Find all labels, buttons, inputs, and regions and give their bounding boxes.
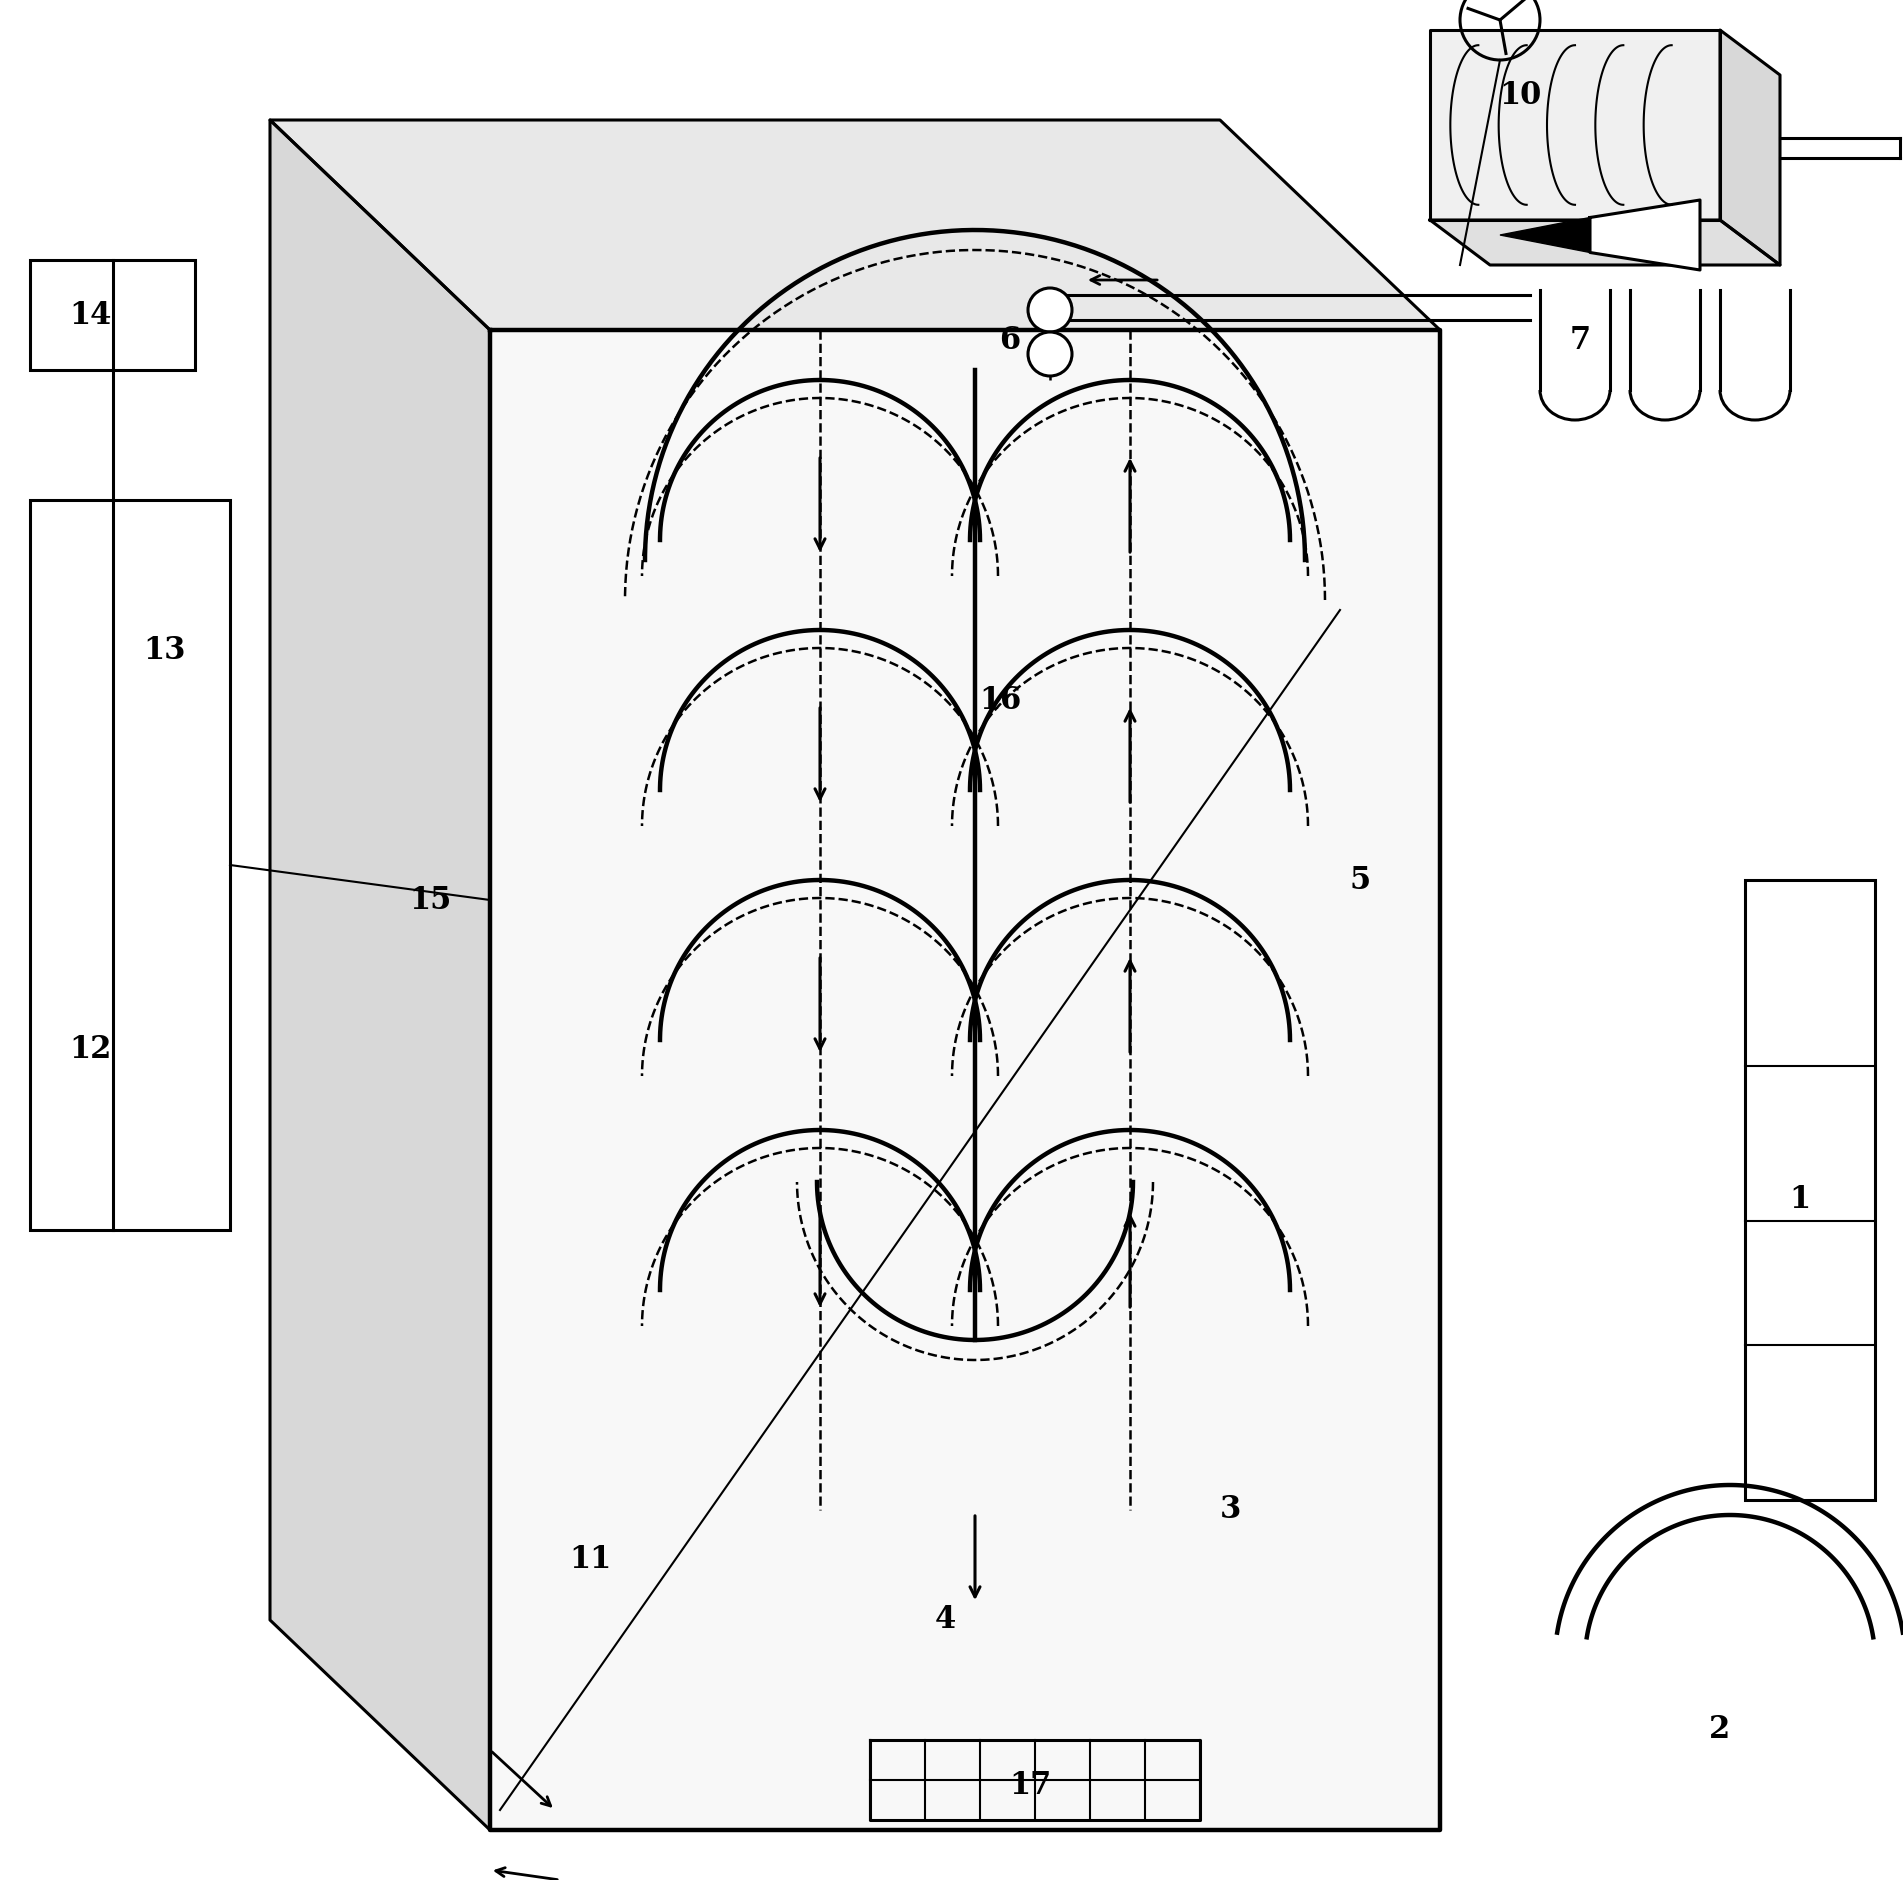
Polygon shape: [1720, 30, 1779, 265]
Polygon shape: [270, 120, 1441, 331]
Text: 1: 1: [1789, 1184, 1810, 1216]
Text: 6: 6: [999, 325, 1020, 355]
Polygon shape: [489, 331, 1441, 1829]
Text: 4: 4: [934, 1604, 955, 1636]
Text: 12: 12: [69, 1034, 110, 1066]
Polygon shape: [1591, 199, 1699, 271]
Text: 3: 3: [1220, 1495, 1241, 1525]
Circle shape: [1028, 288, 1071, 333]
Text: 10: 10: [1500, 79, 1541, 111]
Text: 13: 13: [145, 635, 186, 666]
Circle shape: [1028, 333, 1071, 376]
Polygon shape: [1429, 220, 1779, 265]
Polygon shape: [270, 120, 489, 1829]
Text: 15: 15: [409, 884, 451, 916]
Bar: [30, 500, 230, 1230]
Text: 14: 14: [69, 299, 110, 331]
Text: 7: 7: [1570, 325, 1591, 355]
Bar: [30, 259, 194, 370]
Bar: [1745, 880, 1874, 1500]
Text: 2: 2: [1709, 1715, 1730, 1745]
Polygon shape: [1429, 30, 1720, 220]
Polygon shape: [1500, 218, 1591, 252]
Text: 11: 11: [569, 1545, 611, 1575]
Text: 5: 5: [1349, 865, 1370, 895]
Text: 16: 16: [978, 684, 1022, 716]
Text: 17: 17: [1009, 1769, 1050, 1801]
